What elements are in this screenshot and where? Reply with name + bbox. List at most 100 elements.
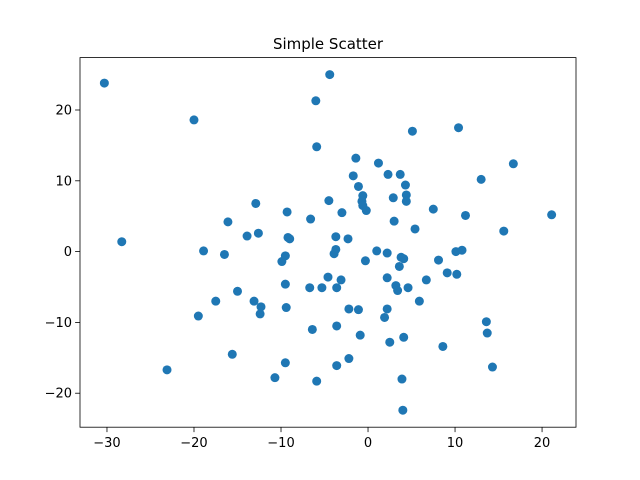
data-point-72 (397, 374, 407, 384)
data-point-8 (223, 217, 233, 227)
data-point-28 (307, 324, 317, 334)
data-point-49 (353, 181, 363, 191)
data-point-51 (355, 330, 365, 340)
data-point-20 (280, 279, 290, 289)
data-point-42 (336, 275, 346, 285)
data-point-23 (282, 207, 292, 217)
data-point-90 (454, 123, 464, 133)
data-point-77 (401, 190, 411, 200)
data-point-94 (481, 317, 491, 327)
data-point-60 (382, 304, 392, 314)
data-point-64 (385, 337, 395, 347)
data-point-85 (434, 255, 444, 265)
data-point-65 (388, 193, 398, 203)
data-point-44 (343, 234, 353, 244)
points-layer (99, 70, 557, 415)
data-point-29 (311, 96, 321, 106)
data-point-73 (398, 405, 408, 415)
chart-title: Simple Scatter (273, 35, 384, 53)
y-tick-label: 10 (55, 174, 72, 189)
data-point-87 (442, 268, 452, 278)
data-point-63 (383, 169, 393, 179)
x-tick-label: −10 (267, 436, 294, 451)
data-point-33 (323, 272, 333, 282)
data-point-88 (452, 269, 462, 279)
data-point-81 (410, 224, 420, 234)
x-tick-label: −20 (180, 436, 207, 451)
data-point-11 (242, 231, 252, 241)
data-point-97 (499, 226, 509, 236)
y-tick-label: 20 (55, 103, 72, 118)
data-point-16 (256, 302, 266, 312)
data-point-75 (399, 332, 409, 342)
y-tick-label: 0 (64, 245, 72, 260)
ticks-layer: −30 −20 −10 0 10 20 −20 −10 0 10 20 (45, 103, 551, 451)
axes-layer (79, 57, 577, 428)
data-point-68 (393, 286, 403, 296)
data-point-19 (280, 251, 290, 261)
data-point-5 (199, 246, 209, 256)
data-point-47 (348, 171, 358, 181)
data-point-99 (547, 210, 557, 220)
data-point-13 (251, 198, 261, 208)
data-point-34 (324, 196, 334, 206)
data-point-4 (193, 311, 203, 321)
data-point-55 (360, 256, 370, 266)
data-point-92 (460, 210, 470, 220)
data-point-37 (331, 232, 341, 242)
data-point-76 (400, 180, 410, 190)
data-point-59 (380, 312, 390, 322)
x-tick-label: 0 (364, 436, 372, 451)
data-point-80 (407, 126, 417, 136)
data-point-50 (353, 305, 363, 315)
data-point-78 (401, 196, 411, 206)
data-point-38 (331, 244, 341, 254)
data-point-86 (438, 341, 448, 351)
data-point-26 (305, 283, 315, 293)
data-point-57 (372, 246, 382, 256)
data-point-21 (281, 303, 291, 313)
data-point-39 (332, 283, 342, 293)
data-point-7 (219, 249, 229, 259)
data-point-48 (351, 153, 361, 163)
data-point-95 (482, 328, 492, 338)
data-point-35 (325, 70, 335, 80)
data-point-9 (227, 349, 237, 359)
data-point-79 (403, 283, 413, 293)
data-point-93 (476, 174, 486, 184)
data-point-3 (189, 115, 199, 125)
data-point-2 (162, 365, 172, 375)
x-tick-label: 10 (447, 436, 464, 451)
data-point-74 (399, 254, 409, 264)
data-point-82 (414, 296, 424, 306)
data-point-61 (382, 248, 392, 258)
data-point-17 (270, 373, 280, 383)
data-point-41 (332, 361, 342, 371)
data-point-0 (99, 78, 109, 88)
data-point-14 (253, 228, 263, 238)
data-point-32 (317, 283, 327, 293)
data-point-30 (312, 142, 322, 152)
data-point-46 (344, 354, 354, 364)
data-point-83 (421, 275, 431, 285)
data-point-1 (117, 237, 127, 247)
y-tick-label: −10 (45, 316, 72, 331)
x-tick-label: −30 (93, 436, 120, 451)
data-point-91 (457, 245, 467, 255)
data-point-31 (312, 376, 322, 386)
data-point-96 (487, 362, 497, 372)
data-point-10 (233, 286, 242, 296)
plot-frame (79, 57, 577, 428)
data-point-15 (255, 309, 265, 319)
data-point-70 (395, 169, 405, 179)
data-point-45 (344, 304, 354, 314)
data-point-84 (428, 204, 438, 214)
data-point-22 (280, 358, 290, 368)
data-point-58 (373, 158, 383, 168)
y-tick-label: −20 (45, 387, 72, 402)
data-point-12 (249, 296, 259, 306)
data-point-62 (382, 273, 392, 283)
data-point-54 (358, 191, 368, 201)
